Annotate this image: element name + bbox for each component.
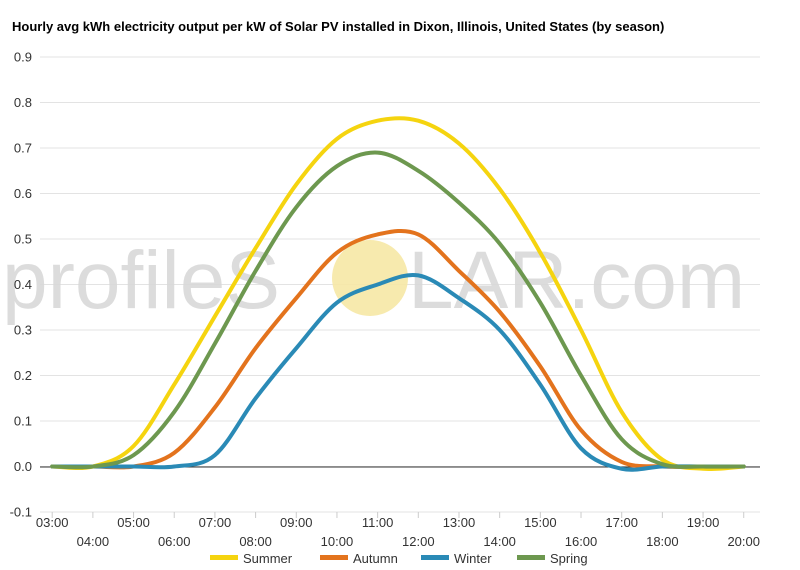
legend-label: Autumn bbox=[353, 551, 398, 566]
legend-swatch bbox=[320, 555, 348, 560]
legend-item-spring[interactable]: Spring bbox=[517, 551, 588, 566]
y-tick-label: -0.1 bbox=[10, 505, 32, 520]
watermark: profileS LAR.com bbox=[2, 235, 745, 326]
x-tick-label: 04:00 bbox=[77, 534, 110, 549]
y-tick-label: 0.4 bbox=[14, 277, 32, 292]
x-tick-label: 08:00 bbox=[239, 534, 272, 549]
y-tick-label: 0.0 bbox=[14, 459, 32, 474]
y-tick-label: 0.8 bbox=[14, 95, 32, 110]
x-axis-ticks: 03:00 04:00 05:00 06:00 07:00 08:00 09:00 10:00… bbox=[36, 515, 760, 549]
legend-swatch bbox=[421, 555, 449, 560]
y-tick-label: 0.3 bbox=[14, 323, 32, 338]
series-line-spring bbox=[50, 150, 746, 470]
y-tick-label: 0.6 bbox=[14, 186, 32, 201]
series-line-winter bbox=[50, 272, 746, 472]
y-tick-label: 0.1 bbox=[14, 414, 32, 429]
series-line-autumn bbox=[50, 228, 746, 470]
x-tick-label: 15:00 bbox=[524, 515, 557, 530]
x-tick-label: 09:00 bbox=[280, 515, 313, 530]
x-tick-label: 19:00 bbox=[687, 515, 720, 530]
x-tick-label: 11:00 bbox=[362, 515, 394, 530]
legend-item-winter[interactable]: Winter bbox=[421, 551, 492, 566]
x-tick-label: 10:00 bbox=[321, 534, 354, 549]
watermark-sun bbox=[332, 240, 408, 316]
x-tick-label: 13:00 bbox=[443, 515, 476, 530]
watermark-text-right: LAR.com bbox=[408, 235, 745, 326]
x-tick-label: 06:00 bbox=[158, 534, 191, 549]
y-tick-label: 0.9 bbox=[14, 50, 32, 65]
legend-item-summer[interactable]: Summer bbox=[210, 551, 293, 566]
legend-swatch bbox=[210, 555, 238, 560]
x-tick-label: 05:00 bbox=[117, 515, 150, 530]
chart-title: Hourly avg kWh electricity output per kW… bbox=[12, 19, 665, 34]
legend: Summer Autumn Winter Spring bbox=[210, 551, 588, 566]
legend-label: Summer bbox=[243, 551, 293, 566]
x-tick-label: 20:00 bbox=[727, 534, 760, 549]
x-tick-label: 17:00 bbox=[605, 515, 638, 530]
legend-item-autumn[interactable]: Autumn bbox=[320, 551, 398, 566]
legend-swatch bbox=[517, 555, 545, 560]
x-tick-label: 03:00 bbox=[36, 515, 69, 530]
y-tick-label: 0.5 bbox=[14, 232, 32, 247]
x-tick-label: 07:00 bbox=[199, 515, 232, 530]
legend-label: Spring bbox=[550, 551, 588, 566]
x-tick-label: 12:00 bbox=[402, 534, 435, 549]
x-tick-label: 14:00 bbox=[483, 534, 516, 549]
x-tick-label: 16:00 bbox=[565, 534, 598, 549]
x-tick-label: 18:00 bbox=[646, 534, 679, 549]
series-lines bbox=[50, 116, 746, 472]
series-line-summer bbox=[50, 116, 746, 472]
grid-lines bbox=[40, 56, 760, 518]
y-tick-label: 0.2 bbox=[14, 368, 32, 383]
legend-label: Winter bbox=[454, 551, 492, 566]
y-tick-label: 0.7 bbox=[14, 141, 32, 156]
y-axis-ticks: -0.1 0.0 0.1 0.2 0.3 0.4 0.5 0.6 0.7 0.8 0.9 bbox=[10, 50, 32, 520]
